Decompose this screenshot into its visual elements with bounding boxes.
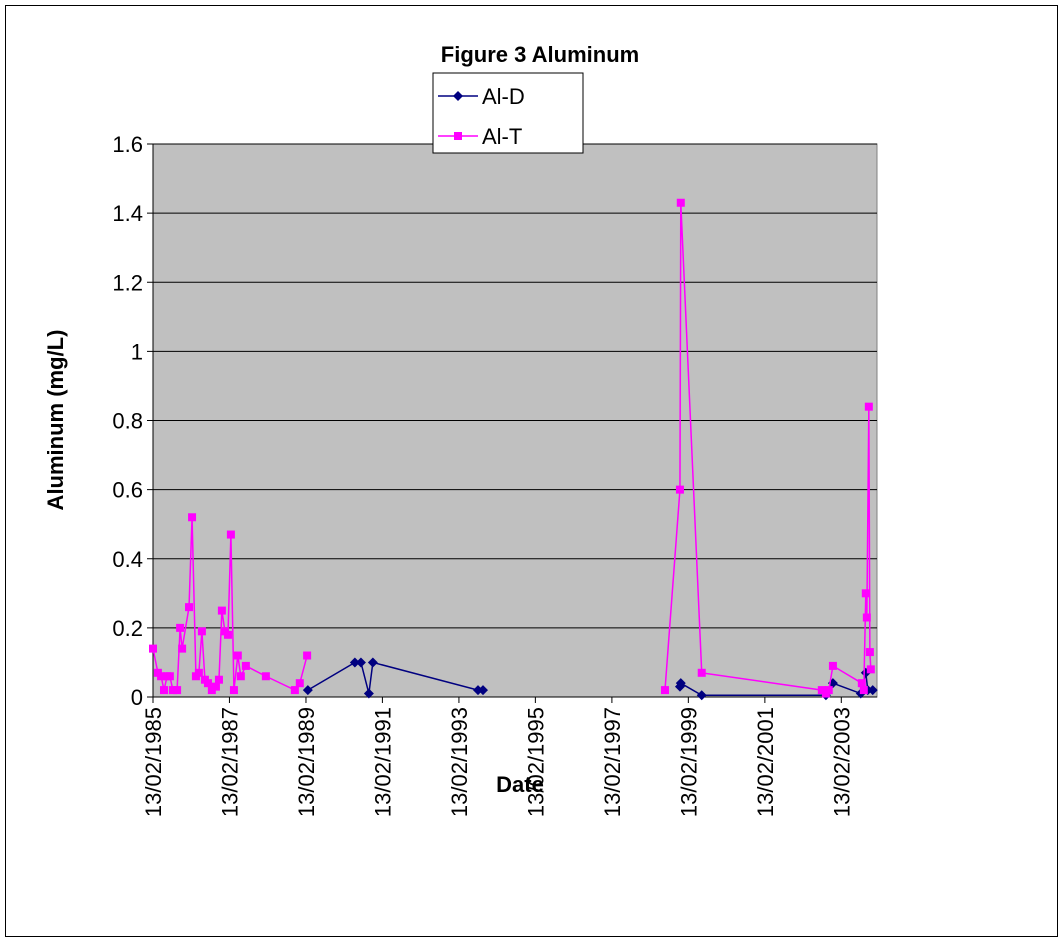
point (866, 665, 875, 674)
x-tick-label: 13/02/1989 (294, 707, 319, 817)
point (203, 679, 212, 688)
point (675, 678, 686, 689)
x-tick-label: 13/02/2001 (753, 707, 778, 817)
marks (149, 198, 878, 701)
x-tick-label: 13/02/1995 (523, 707, 548, 817)
legend-label: Al-T (482, 124, 522, 149)
x-tick-label: 13/02/1997 (600, 707, 625, 817)
point (867, 685, 878, 696)
point (217, 606, 226, 615)
legend: Al-D Al-T (432, 72, 584, 154)
legend-marker (453, 91, 463, 101)
point (697, 668, 706, 677)
point (817, 686, 826, 695)
point (197, 627, 206, 636)
point (176, 623, 185, 632)
point (149, 644, 157, 653)
point (211, 682, 220, 691)
point (194, 668, 203, 677)
point (261, 672, 270, 681)
y-tick-label: 0.6 (112, 478, 143, 503)
point (478, 685, 489, 696)
point (367, 657, 378, 668)
legend-label: Al-D (482, 84, 525, 109)
y-tick-label: 0 (131, 685, 143, 710)
x-tick-label: 13/02/1991 (370, 707, 395, 817)
y-tick-label: 0.2 (112, 616, 143, 641)
point (472, 685, 483, 696)
point (824, 686, 833, 695)
point (236, 672, 245, 681)
point (290, 686, 299, 695)
point (676, 198, 685, 207)
point (862, 613, 871, 622)
point (207, 686, 216, 695)
point (223, 630, 232, 639)
point (865, 648, 874, 657)
point (188, 513, 197, 522)
point (303, 651, 312, 660)
point (675, 485, 684, 494)
point (178, 644, 187, 653)
point (302, 685, 313, 696)
point (226, 530, 235, 539)
point (157, 672, 166, 681)
chart-title: Figure 3 Aluminum (441, 42, 639, 67)
point (857, 679, 866, 688)
x-tick-label: 13/02/1993 (447, 707, 472, 817)
point (861, 589, 870, 598)
x-axis-label: Date (496, 772, 544, 797)
point (864, 402, 873, 411)
point (165, 672, 174, 681)
point (185, 603, 194, 612)
point (214, 675, 223, 684)
point (173, 686, 182, 695)
point (355, 657, 366, 668)
x-tick-label: 13/02/1985 (141, 707, 166, 817)
y-axis-label: Aluminum (mg/L) (43, 330, 68, 511)
grid: 0 0.2 0.4 0.6 0.8 1 1.2 1.4 1.6 13/02/1985 13/02/1… (112, 132, 877, 817)
y-tick-label: 1.2 (112, 270, 143, 295)
point (363, 688, 374, 699)
point (660, 686, 669, 695)
y-tick-label: 0.8 (112, 409, 143, 434)
point (168, 686, 177, 695)
legend-marker (454, 132, 462, 140)
point (229, 686, 238, 695)
point (233, 651, 242, 660)
point (159, 686, 168, 695)
x-tick-label: 13/02/2003 (829, 707, 854, 817)
point (696, 690, 707, 701)
point (859, 686, 868, 695)
y-tick-label: 0.4 (112, 547, 143, 572)
y-tick-label: 1 (131, 339, 143, 364)
y-tick-label: 1.4 (112, 201, 143, 226)
x-tick-label: 13/02/1999 (676, 707, 701, 817)
point (241, 661, 250, 670)
point (295, 679, 304, 688)
point (828, 661, 837, 670)
y-tick-label: 1.6 (112, 132, 143, 157)
point (349, 657, 360, 668)
x-tick-label: 13/02/1987 (217, 707, 242, 817)
